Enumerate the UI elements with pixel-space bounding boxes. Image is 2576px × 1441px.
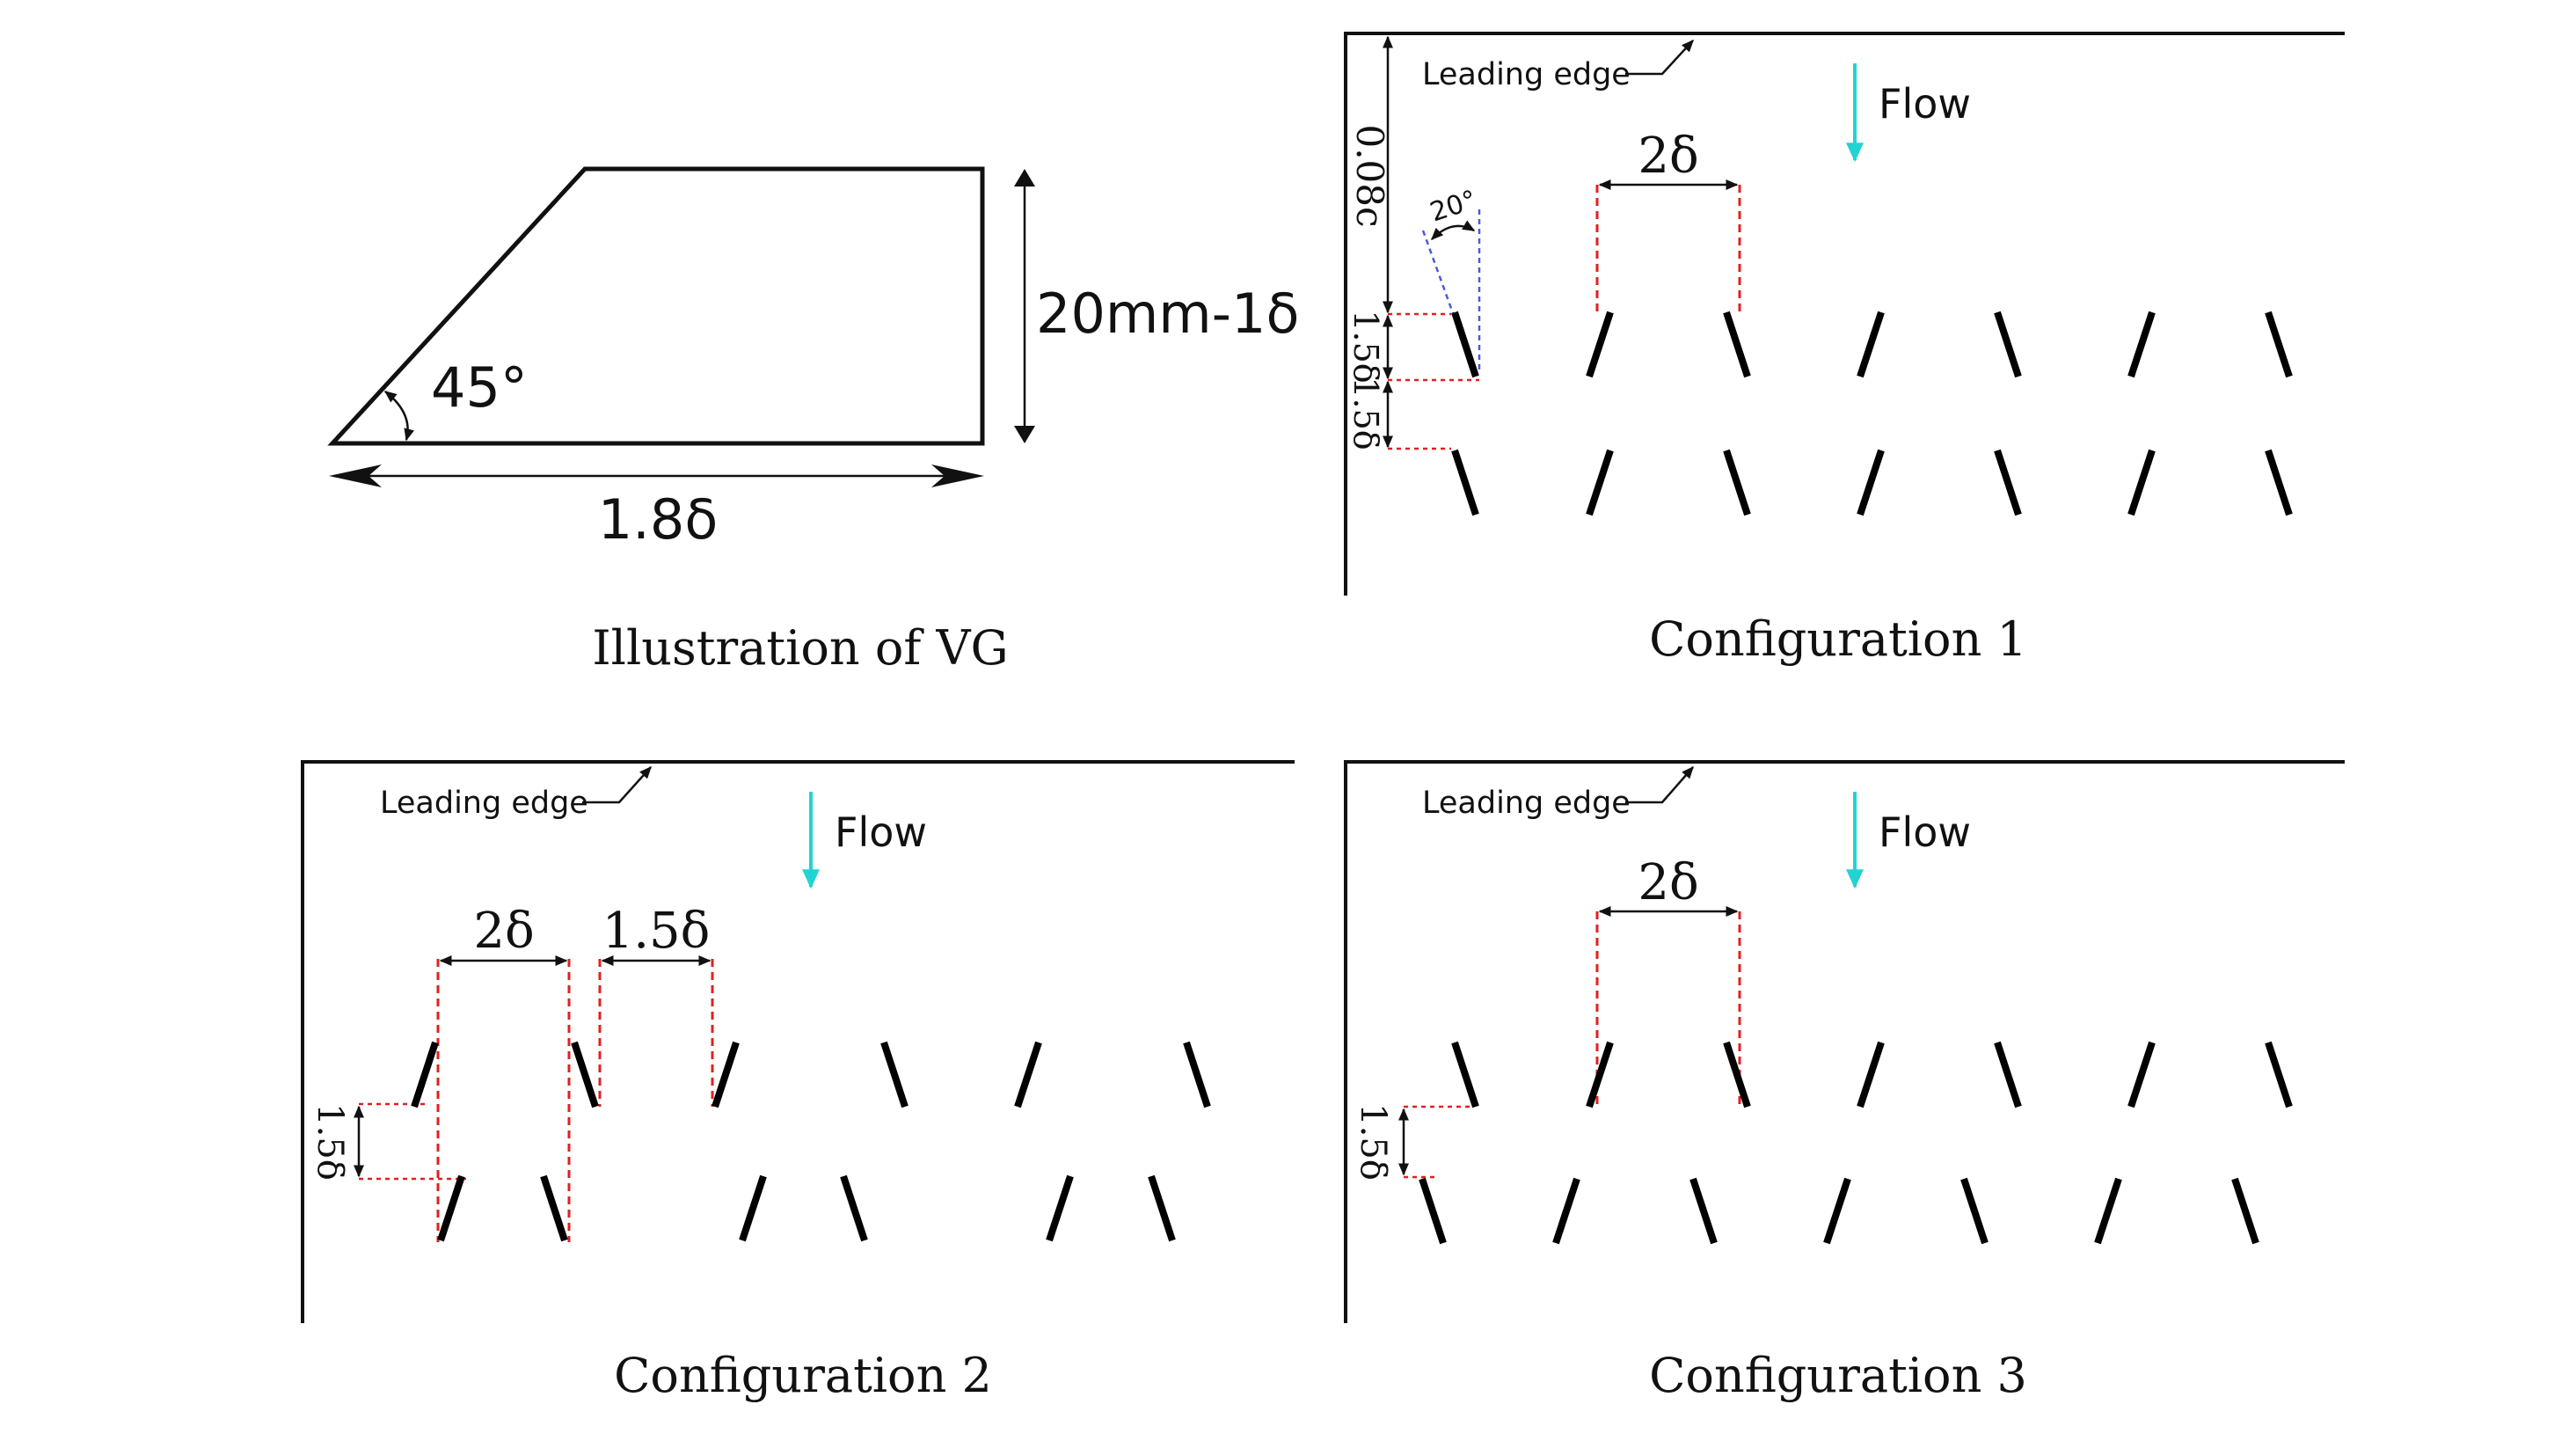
vane	[411, 1041, 439, 1108]
leading-edge-leader	[1625, 765, 1694, 804]
spacing-label: 2δ	[1638, 854, 1698, 911]
vane	[540, 1174, 568, 1242]
angle-label: 45°	[431, 355, 528, 420]
vane-array	[411, 1041, 1211, 1242]
configuration-1-panel: Leading edge Flow 0.08c 1.5δ 1.5δ 20° 2δ	[1344, 32, 2345, 667]
vane	[1994, 449, 2022, 516]
panel-caption: Configuration 2	[614, 1348, 992, 1403]
vane	[1994, 1041, 2022, 1108]
vane	[1994, 311, 2022, 378]
vane	[1723, 311, 1751, 378]
vane	[1823, 1177, 1851, 1245]
vane	[1014, 1041, 1042, 1108]
vane	[1857, 1041, 1885, 1108]
row-gap-guide	[359, 1102, 466, 1181]
vane	[571, 1041, 599, 1108]
vane	[2265, 449, 2293, 516]
vane	[2094, 1177, 2122, 1245]
vane	[1857, 311, 1885, 378]
panel-frame	[301, 760, 1295, 1323]
height-label: 20mm-1δ	[1036, 282, 1299, 346]
row-gap-guide-1	[1388, 312, 1479, 450]
vane	[739, 1174, 767, 1242]
vg-trapezoid	[327, 166, 985, 446]
vane	[1183, 1041, 1211, 1108]
flow-label: Flow	[1879, 80, 1971, 128]
spacing-label: 2δ	[473, 903, 534, 960]
vane	[1723, 449, 1751, 516]
length-label: 1.8δ	[598, 487, 719, 552]
leading-edge-leader	[1625, 39, 1694, 76]
vane	[880, 1041, 909, 1108]
vane	[1552, 1177, 1580, 1245]
panel-caption: Configuration 1	[1649, 611, 2027, 667]
row-gap-label-1: 1.5δ	[1346, 310, 1385, 383]
angle-arc	[1431, 220, 1476, 240]
vane	[1419, 1177, 1447, 1245]
row-gap-label-2: 1.5δ	[1346, 377, 1385, 450]
flow-label: Flow	[1879, 808, 1971, 856]
vg-illustration: 45° 20mm-1δ 1.8δ Illustration of VG	[327, 166, 1299, 676]
vane	[2127, 449, 2156, 516]
leading-edge-label: Leading edge	[1422, 786, 1631, 821]
angle-arc	[383, 391, 415, 442]
vane-array	[1451, 311, 2293, 516]
vane	[2127, 311, 2156, 378]
vane	[1451, 449, 1479, 516]
pair-gap-label: 1.5δ	[602, 903, 711, 960]
configuration-2-panel: Leading edge Flow 2δ 1.5δ 1.5δ	[301, 760, 1295, 1403]
vane	[2265, 1041, 2293, 1108]
vane	[1586, 311, 1614, 378]
row-gap-guide	[1404, 1105, 1474, 1179]
vane-array	[1419, 1041, 2293, 1245]
panel-frame	[1344, 32, 2345, 596]
vane	[2265, 311, 2293, 378]
vane	[1046, 1174, 1074, 1242]
configuration-3-panel: Leading edge Flow 2δ 1.5δ Co	[1344, 760, 2345, 1403]
vane	[1960, 1177, 1989, 1245]
vane	[1586, 1041, 1614, 1108]
row-gap-label: 1.5δ	[310, 1103, 350, 1181]
leading-edge-leader	[582, 765, 652, 804]
leading-edge-label: Leading edge	[380, 786, 588, 821]
vane	[2127, 1041, 2156, 1108]
vg-caption: Illustration of VG	[592, 620, 1008, 676]
vane	[1857, 449, 1885, 516]
vane	[1689, 1177, 1718, 1245]
chord-offset-label: 0.08c	[1348, 124, 1391, 227]
vane	[1723, 1041, 1751, 1108]
leading-edge-label: Leading edge	[1422, 57, 1631, 92]
vane	[1451, 311, 1479, 378]
panel-frame	[1344, 760, 2345, 1323]
vane	[1148, 1174, 1176, 1242]
spacing-label: 2δ	[1638, 128, 1698, 185]
row-gap-label: 1.5δ	[1353, 1103, 1393, 1181]
panel-caption: Configuration 3	[1649, 1348, 2027, 1403]
vane	[1586, 449, 1614, 516]
flow-label: Flow	[835, 808, 927, 856]
vane	[840, 1174, 868, 1242]
vane	[712, 1041, 740, 1108]
vane	[1451, 1041, 1479, 1108]
angle-label: 20°	[1427, 185, 1480, 229]
vane	[437, 1174, 465, 1242]
vane	[2231, 1177, 2259, 1245]
